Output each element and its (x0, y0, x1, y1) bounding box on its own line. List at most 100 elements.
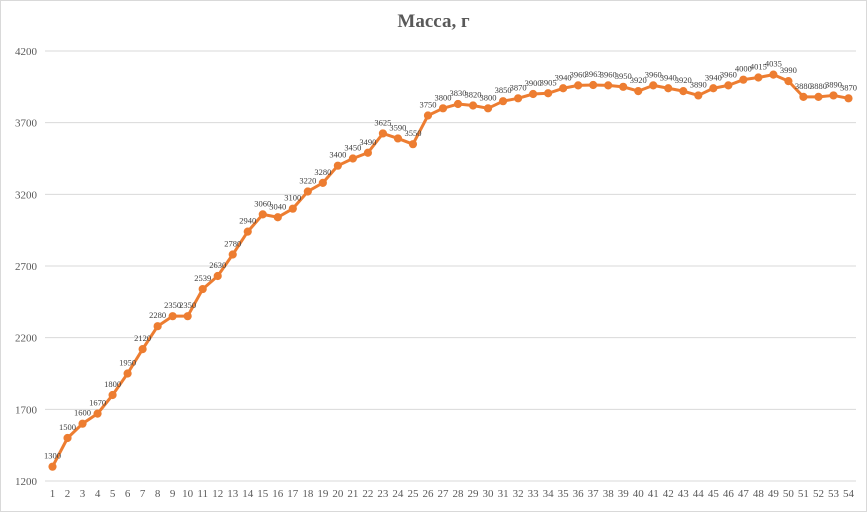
x-tick-label: 7 (140, 488, 146, 500)
data-label: 3850 (495, 85, 512, 95)
x-tick-label: 6 (125, 488, 131, 500)
x-tick-label: 8 (155, 488, 161, 500)
x-tick-label: 23 (377, 488, 389, 500)
data-label: 3880 (810, 81, 827, 91)
data-point (423, 111, 433, 120)
data-point (664, 84, 673, 93)
data-label: 3940 (705, 72, 722, 82)
data-label: 3800 (434, 92, 451, 102)
x-tick-label: 52 (813, 488, 824, 500)
data-point (333, 161, 342, 170)
x-tick-label: 37 (588, 488, 600, 500)
data-point (63, 433, 72, 443)
data-point (108, 390, 117, 400)
data-label: 3830 (450, 88, 467, 98)
data-point (153, 322, 162, 331)
data-point (378, 129, 388, 138)
data-point (559, 84, 568, 93)
y-tick-label: 2200 (15, 333, 38, 345)
data-label: 3450 (344, 143, 361, 153)
data-point (198, 284, 207, 294)
data-point (138, 345, 147, 354)
data-point (649, 81, 658, 90)
data-point (438, 104, 448, 113)
x-tick-label: 54 (843, 488, 855, 500)
x-tick-label: 21 (347, 488, 358, 500)
data-point (468, 101, 478, 110)
x-tick-label: 13 (227, 488, 239, 500)
data-point (634, 87, 643, 96)
data-point (574, 81, 583, 90)
x-tick-label: 49 (768, 488, 780, 500)
x-tick-label: 24 (392, 488, 404, 500)
x-tick-label: 43 (678, 488, 690, 500)
data-label: 2539 (194, 273, 211, 283)
x-tick-label: 41 (648, 488, 659, 500)
x-tick-label: 2 (65, 488, 71, 500)
data-point (318, 178, 327, 187)
y-tick-label: 4200 (15, 46, 38, 58)
x-tick-label: 47 (738, 488, 750, 500)
data-label: 2350 (179, 300, 196, 310)
x-tick-label: 33 (528, 488, 540, 500)
data-label: 3963 (585, 69, 602, 79)
data-point (243, 227, 252, 236)
data-point (604, 81, 613, 90)
x-tick-label: 1 (50, 488, 56, 500)
data-label: 3900 (525, 78, 542, 88)
x-tick-label: 46 (723, 488, 735, 500)
data-label: 3220 (299, 175, 316, 185)
x-tick-label: 50 (783, 488, 795, 500)
x-tick-label: 32 (513, 488, 524, 500)
data-point (709, 84, 718, 93)
data-label: 3625 (374, 117, 391, 127)
data-point (78, 419, 87, 428)
data-label: 3940 (660, 72, 677, 82)
x-tick-label: 15 (257, 488, 269, 500)
data-point (168, 312, 177, 321)
data-point (408, 140, 418, 149)
x-tick-label: 48 (753, 488, 765, 500)
data-point (844, 94, 853, 103)
x-tick-label: 34 (543, 488, 555, 500)
data-point (363, 148, 372, 157)
data-point (784, 77, 793, 86)
data-label: 3100 (284, 193, 301, 203)
data-label: 1500 (59, 422, 76, 432)
x-tick-label: 27 (437, 488, 449, 500)
x-tick-label: 35 (558, 488, 570, 500)
data-point (769, 70, 778, 79)
x-tick-label: 40 (633, 488, 645, 500)
data-point (694, 91, 703, 100)
x-tick-label: 30 (483, 488, 495, 500)
x-tick-label: 26 (422, 488, 434, 500)
data-label: 1300 (44, 451, 61, 461)
data-point (228, 250, 237, 259)
y-tick-label: 3200 (15, 189, 38, 201)
data-label: 3960 (570, 69, 587, 79)
x-tick-label: 25 (407, 488, 419, 500)
data-label: 2280 (149, 310, 166, 320)
data-label: 2350 (164, 300, 181, 310)
x-tick-label: 10 (182, 488, 194, 500)
x-tick-label: 11 (197, 488, 208, 500)
x-tick-label: 38 (603, 488, 615, 500)
x-tick-label: 12 (212, 488, 223, 500)
data-label: 1670 (89, 398, 106, 408)
data-label: 2940 (239, 216, 256, 226)
data-label: 3750 (419, 100, 436, 110)
data-label: 4035 (765, 59, 782, 69)
data-point (679, 87, 688, 96)
data-label: 3490 (359, 137, 376, 147)
data-label: 3800 (480, 92, 497, 102)
x-tick-label: 9 (170, 488, 176, 500)
x-tick-label: 29 (468, 488, 480, 500)
data-point (393, 134, 403, 143)
y-tick-label: 1200 (15, 476, 38, 488)
data-label: 3880 (795, 81, 812, 91)
data-label: 3040 (269, 201, 286, 211)
data-label: 3890 (690, 79, 707, 89)
x-tick-label: 16 (272, 488, 284, 500)
data-point (93, 409, 102, 418)
data-point (754, 73, 763, 82)
